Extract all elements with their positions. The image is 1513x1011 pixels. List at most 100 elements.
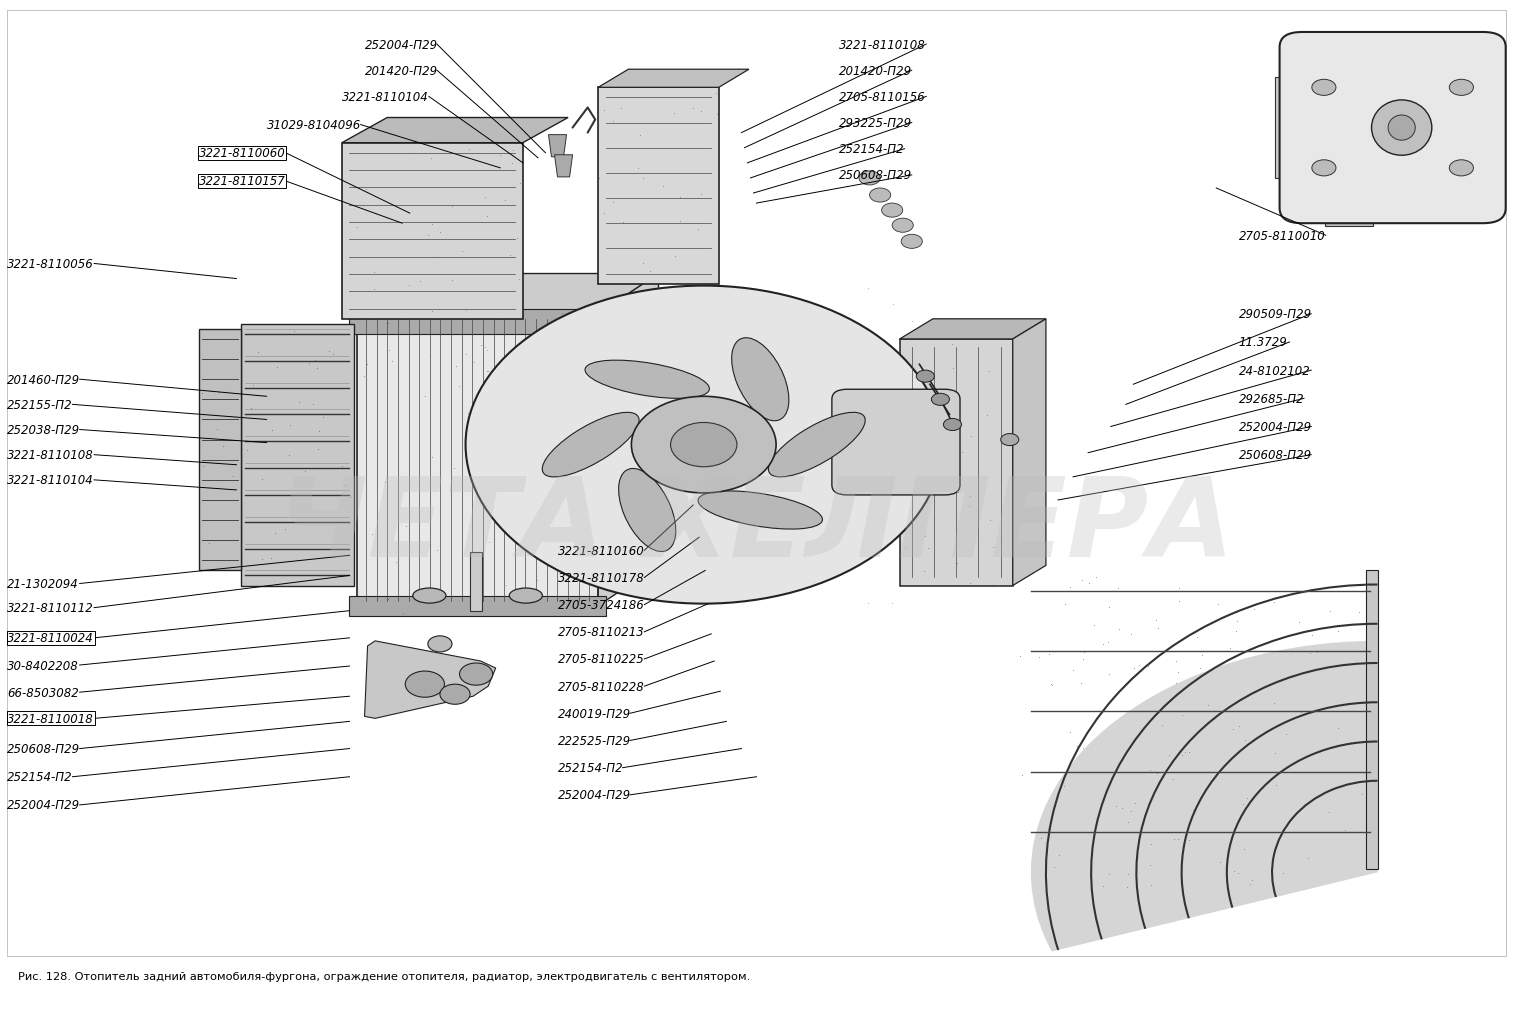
Point [463,395,487,411]
Bar [1330,68,1456,189]
Point [681,101,705,117]
Point [915,541,940,557]
Point [573,450,598,466]
Point [773,369,797,385]
Point [551,536,575,552]
Text: 66-8503082: 66-8503082 [8,686,79,699]
Ellipse shape [1372,101,1431,156]
Point [454,347,478,363]
Point [977,512,1002,528]
Point [469,425,493,441]
Point [1091,636,1115,652]
Point [477,534,501,550]
Point [483,369,507,385]
Wedge shape [1030,641,1377,951]
Text: 3221-8110108: 3221-8110108 [840,38,926,52]
Point [1070,675,1094,692]
Point [806,384,831,400]
Text: 3221-8110108: 3221-8110108 [8,449,94,462]
Point [986,577,1011,593]
Point [1117,814,1141,830]
Point [1318,805,1342,821]
Circle shape [631,397,776,493]
Text: 252004-П29: 252004-П29 [1239,421,1312,434]
Polygon shape [900,340,1012,586]
Point [838,546,862,562]
Circle shape [428,636,452,652]
Point [655,472,679,488]
Point [1036,822,1061,838]
Point [1262,594,1286,611]
Point [1300,628,1324,644]
Point [1070,572,1094,588]
Point [1058,579,1082,595]
Point [835,440,859,456]
Point [1207,854,1232,870]
Point [694,421,719,437]
Point [265,360,289,376]
Point [1071,740,1095,756]
Point [1224,604,1248,620]
Point [1052,777,1076,794]
Point [354,181,378,197]
Point [508,176,533,192]
Point [573,522,598,538]
Point [460,508,484,524]
Point [775,324,799,340]
Text: 3221-8110112: 3221-8110112 [8,602,94,615]
Text: 2705-8110010: 2705-8110010 [1239,229,1325,243]
Point [1009,767,1033,784]
Text: 31029-8104096: 31029-8104096 [266,119,360,131]
Point [207,385,231,401]
Point [1195,698,1219,714]
Point [454,302,478,318]
Text: 3221-8110157: 3221-8110157 [198,175,286,188]
Point [688,103,713,119]
Point [1188,660,1212,676]
Point [475,363,499,379]
Point [873,421,897,437]
Point [663,249,687,265]
Point [455,405,480,422]
Point [472,189,496,205]
Text: 293225-П29: 293225-П29 [840,117,912,130]
Point [629,534,654,550]
Point [741,400,766,417]
Point [601,114,625,130]
Point [495,577,519,593]
Point [856,595,881,612]
Polygon shape [342,144,523,319]
Point [976,407,1000,424]
Point [906,487,930,503]
Circle shape [870,189,891,203]
Point [699,392,723,408]
Point [1262,696,1286,712]
Polygon shape [549,135,566,158]
Polygon shape [598,88,719,284]
Point [1227,719,1251,735]
Text: 3221-8110104: 3221-8110104 [8,474,94,487]
Circle shape [460,663,493,685]
Text: 21-1302094: 21-1302094 [8,577,79,590]
Point [421,449,445,465]
Point [1350,786,1374,802]
Circle shape [1000,434,1018,446]
Point [533,590,557,607]
Point [268,568,292,584]
Point [478,398,502,415]
Point [868,495,893,512]
Text: 3221-8110178: 3221-8110178 [557,571,645,584]
Point [1173,744,1197,760]
Point [635,394,660,410]
Point [495,426,519,442]
Point [576,535,601,551]
Point [1189,648,1213,664]
Ellipse shape [510,588,543,604]
Point [626,161,651,177]
Text: 30-8402208: 30-8402208 [8,659,79,672]
Point [527,542,551,558]
Text: 250608-П29: 250608-П29 [840,169,912,182]
Point [1123,796,1147,812]
Point [1356,653,1380,669]
Point [1167,592,1191,609]
